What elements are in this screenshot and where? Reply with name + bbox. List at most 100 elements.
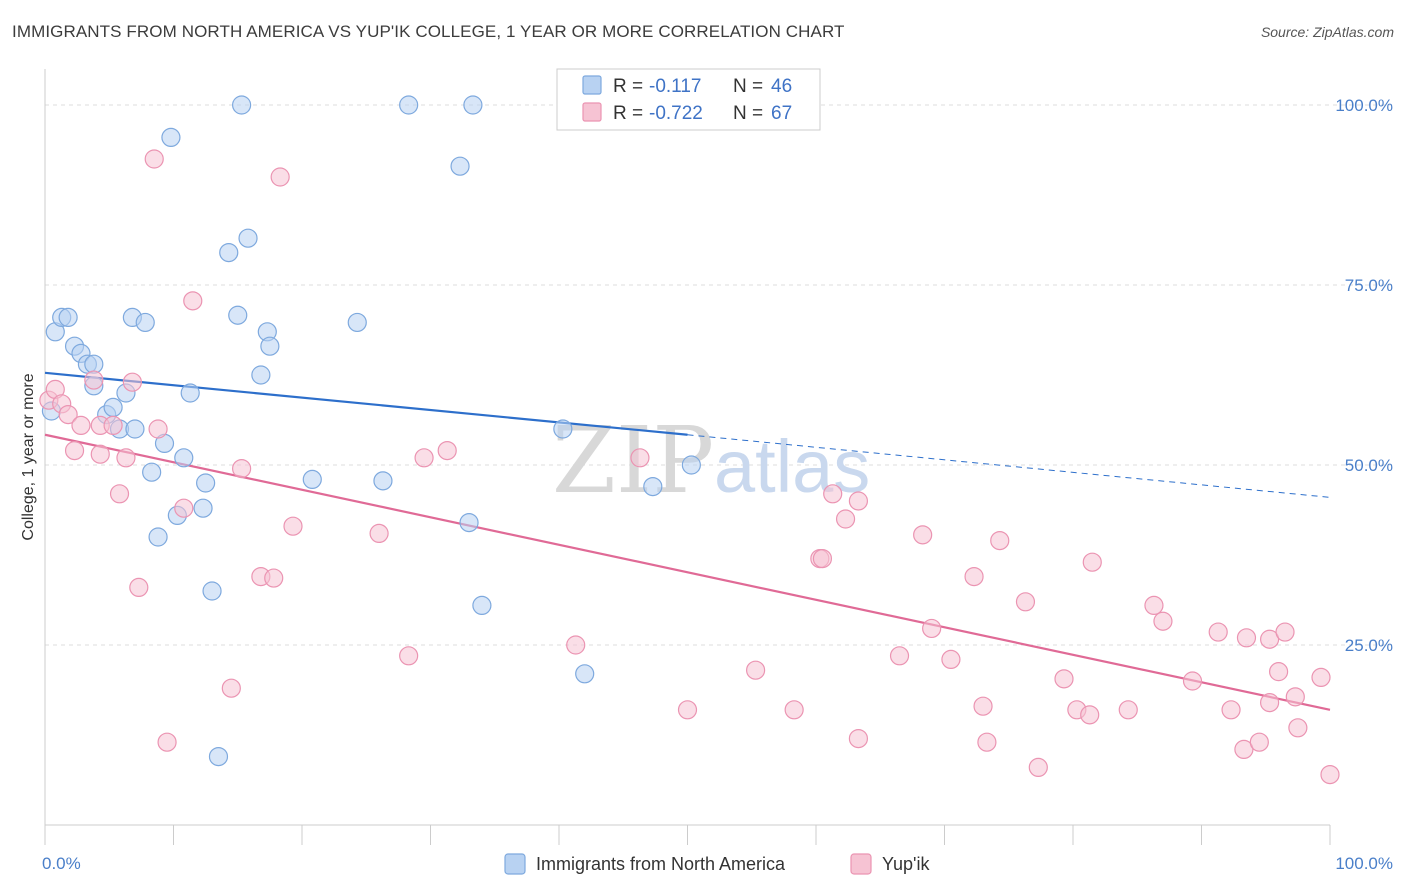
legend-n-value: 46: [771, 76, 792, 97]
data-point-immigrants: [472, 595, 492, 616]
axes: [44, 69, 1331, 845]
legend-r-label: R =: [613, 76, 643, 97]
data-point-yupik: [922, 618, 942, 639]
data-point-yupik: [1028, 757, 1048, 778]
legend-n-value: 67: [771, 103, 792, 124]
data-point-immigrants: [459, 512, 479, 533]
legend-n-label: N =: [733, 76, 763, 97]
data-point-yupik: [1236, 628, 1257, 648]
trend-line-dashed-immigrants: [687, 434, 1331, 498]
trend-line-yupik: [44, 433, 1331, 711]
grid-lines: [45, 104, 1392, 646]
data-point-yupik: [109, 484, 130, 504]
tick-labels: 25.0% 50.0% 75.0% 100.0% 0.0% 100.0%: [42, 96, 1393, 873]
data-point-yupik: [784, 700, 804, 720]
data-point-yupik: [1144, 595, 1164, 616]
data-point-immigrants: [347, 312, 367, 333]
data-point-yupik: [848, 491, 869, 511]
y-tick-label: 50.0%: [1345, 456, 1393, 475]
data-point-yupik: [90, 444, 110, 464]
data-point-yupik: [122, 372, 142, 392]
data-point-immigrants: [232, 95, 252, 115]
data-point-immigrants: [553, 419, 573, 439]
data-point-yupik: [746, 660, 766, 680]
data-point-immigrants: [125, 419, 145, 439]
data-point-immigrants: [575, 664, 595, 684]
data-point-yupik: [630, 448, 650, 468]
data-point-yupik: [1260, 692, 1280, 713]
data-point-yupik: [941, 649, 961, 670]
data-point-yupik: [1182, 671, 1203, 691]
data-point-immigrants: [251, 365, 271, 385]
data-point-immigrants: [463, 95, 483, 115]
data-point-immigrants: [302, 469, 322, 489]
trend-lines: [44, 371, 1331, 711]
legend-box: R = -0.117 N = 46 R = -0.722 N = 67: [556, 68, 821, 131]
data-point-yupik: [1221, 700, 1241, 720]
data-point-yupik: [913, 525, 933, 545]
data-point-yupik: [566, 635, 586, 655]
data-point-yupik: [144, 149, 164, 169]
data-point-immigrants: [103, 397, 123, 417]
data-point-yupik: [889, 646, 910, 666]
chart-title: IMMIGRANTS FROM NORTH AMERICA VS YUP'IK …: [12, 22, 845, 41]
x-tick-label: 0.0%: [42, 854, 81, 873]
data-point-immigrants: [219, 243, 239, 263]
data-point-immigrants: [148, 527, 168, 547]
data-point-yupik: [677, 700, 698, 720]
bottom-legend: Immigrants from North America Yup'ik: [504, 853, 930, 875]
data-point-yupik: [369, 523, 389, 544]
bottom-legend-label-immigrants: Immigrants from North America: [536, 854, 786, 874]
bottom-legend-swatch-immigrants: [504, 853, 526, 875]
data-point-yupik: [1260, 629, 1280, 649]
data-point-yupik: [848, 728, 869, 749]
data-point-immigrants: [202, 581, 222, 601]
data-points: [39, 95, 1340, 785]
data-point-yupik: [1234, 739, 1254, 760]
data-point-yupik: [1153, 611, 1173, 631]
data-point-immigrants: [208, 746, 229, 767]
legend-swatch-immigrants: [582, 75, 602, 95]
data-point-yupik: [183, 291, 203, 311]
legend-r-label: R =: [613, 103, 643, 124]
legend-n-label: N =: [733, 103, 763, 124]
data-point-immigrants: [260, 336, 280, 356]
data-point-yupik: [1311, 667, 1331, 688]
data-point-immigrants: [196, 473, 216, 493]
data-point-yupik: [264, 568, 284, 588]
data-point-immigrants: [643, 477, 663, 497]
legend-swatch-yupik: [582, 102, 602, 122]
data-point-yupik: [1118, 700, 1138, 720]
data-point-immigrants: [161, 127, 181, 147]
data-point-yupik: [71, 415, 91, 435]
data-point-immigrants: [180, 383, 200, 403]
watermark-atlas: atlas: [714, 425, 870, 508]
data-point-immigrants: [58, 307, 78, 327]
y-tick-label: 75.0%: [1345, 276, 1393, 295]
data-point-immigrants: [228, 305, 248, 325]
data-point-yupik: [835, 509, 856, 529]
data-point-yupik: [437, 441, 457, 461]
data-point-immigrants: [193, 498, 213, 518]
data-point-yupik: [174, 498, 194, 518]
watermark: ZIP atlas: [552, 407, 870, 514]
data-point-yupik: [232, 459, 252, 479]
data-point-immigrants: [238, 228, 258, 248]
data-point-yupik: [823, 484, 843, 504]
data-point-yupik: [1320, 764, 1340, 785]
data-point-yupik: [1054, 669, 1074, 689]
data-point-yupik: [129, 577, 149, 598]
data-point-yupik: [1082, 552, 1102, 572]
data-point-immigrants: [681, 455, 701, 475]
data-point-yupik: [990, 530, 1010, 551]
source-credit: Source: ZipAtlas.com: [1260, 24, 1394, 40]
data-point-yupik: [414, 448, 434, 468]
data-point-yupik: [1275, 622, 1295, 642]
data-point-yupik: [1268, 662, 1289, 682]
data-point-yupik: [1288, 718, 1308, 738]
y-axis-title: College, 1 year or more: [20, 373, 37, 540]
data-point-yupik: [64, 441, 85, 461]
data-point-immigrants: [135, 312, 155, 333]
data-point-yupik: [58, 405, 78, 425]
